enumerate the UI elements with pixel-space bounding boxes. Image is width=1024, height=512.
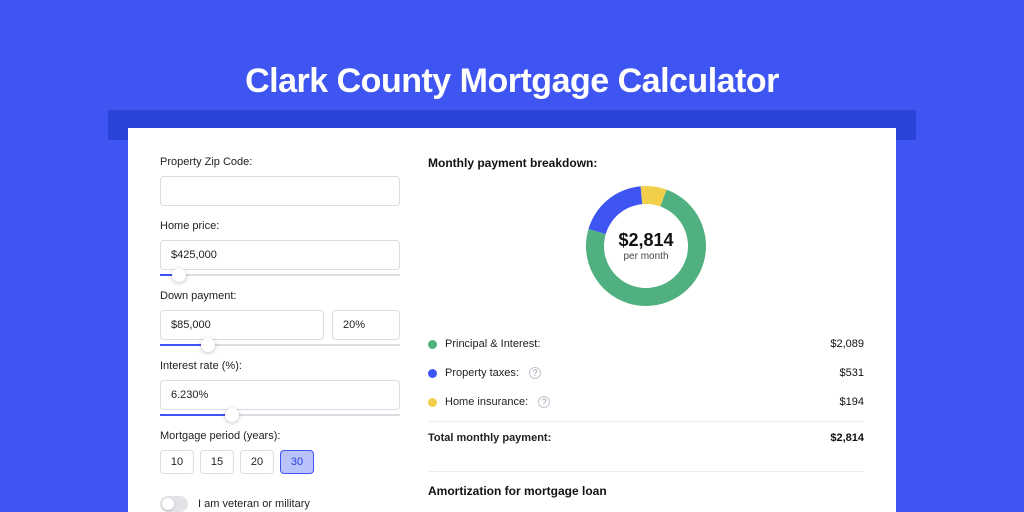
breakdown-row: Principal & Interest: $2,089 <box>428 330 864 359</box>
zip-label: Property Zip Code: <box>160 156 400 168</box>
info-icon[interactable]: ? <box>538 396 550 408</box>
interest-label: Interest rate (%): <box>160 360 400 372</box>
breakdown-title: Monthly payment breakdown: <box>428 156 864 170</box>
down-payment-pct-input[interactable] <box>332 310 400 340</box>
donut-wrap: $2,814 per month <box>428 182 864 310</box>
veteran-label: I am veteran or military <box>198 498 310 510</box>
home-price-slider[interactable] <box>160 274 400 276</box>
breakdown-label: Property taxes: <box>445 367 519 379</box>
page-title: Clark County Mortgage Calculator <box>0 62 1024 101</box>
period-btn-15[interactable]: 15 <box>200 450 234 474</box>
breakdown-value: $2,089 <box>830 338 864 350</box>
donut-amount: $2,814 <box>618 230 673 251</box>
home-price-input[interactable] <box>160 240 400 270</box>
home-price-group: Home price: <box>160 220 400 276</box>
info-icon[interactable]: ? <box>529 367 541 379</box>
breakdown-value: $194 <box>840 396 864 408</box>
home-price-label: Home price: <box>160 220 400 232</box>
veteran-row: I am veteran or military <box>160 496 400 512</box>
form-column: Property Zip Code: Home price: Down paym… <box>160 156 400 512</box>
period-label: Mortgage period (years): <box>160 430 400 442</box>
down-payment-group: Down payment: <box>160 290 400 346</box>
zip-input[interactable] <box>160 176 400 206</box>
breakdown-row: Property taxes:? $531 <box>428 359 864 388</box>
veteran-toggle[interactable] <box>160 496 188 512</box>
breakdown-label: Principal & Interest: <box>445 338 540 350</box>
down-payment-label: Down payment: <box>160 290 400 302</box>
legend-dot <box>428 340 437 349</box>
period-btn-20[interactable]: 20 <box>240 450 274 474</box>
total-label: Total monthly payment: <box>428 432 551 444</box>
amortization-title: Amortization for mortgage loan <box>428 484 864 498</box>
legend-dot <box>428 369 437 378</box>
breakdown-column: Monthly payment breakdown: $2,814 per mo… <box>428 156 864 512</box>
total-row: Total monthly payment: $2,814 <box>428 421 864 453</box>
down-payment-slider[interactable] <box>160 344 400 346</box>
period-btn-30[interactable]: 30 <box>280 450 314 474</box>
interest-group: Interest rate (%): <box>160 360 400 416</box>
amortization-block: Amortization for mortgage loan Amortizat… <box>428 471 864 512</box>
breakdown-row: Home insurance:? $194 <box>428 388 864 417</box>
zip-group: Property Zip Code: <box>160 156 400 206</box>
breakdown-label: Home insurance: <box>445 396 528 408</box>
calculator-card: Property Zip Code: Home price: Down paym… <box>128 128 896 512</box>
breakdown-value: $531 <box>840 367 864 379</box>
interest-slider[interactable] <box>160 414 400 416</box>
period-btn-10[interactable]: 10 <box>160 450 194 474</box>
period-group: Mortgage period (years): 10152030 <box>160 430 400 474</box>
down-payment-amount-input[interactable] <box>160 310 324 340</box>
donut-chart: $2,814 per month <box>582 182 710 310</box>
donut-sub: per month <box>623 251 668 262</box>
interest-input[interactable] <box>160 380 400 410</box>
total-value: $2,814 <box>830 432 864 444</box>
legend-dot <box>428 398 437 407</box>
